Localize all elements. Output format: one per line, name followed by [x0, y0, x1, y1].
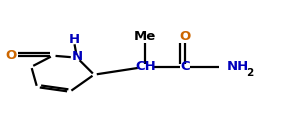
- Text: NH: NH: [227, 60, 249, 73]
- Text: N: N: [71, 50, 83, 64]
- Text: H: H: [68, 33, 80, 47]
- Text: Me: Me: [134, 30, 156, 43]
- Text: O: O: [6, 49, 17, 62]
- Text: O: O: [180, 30, 191, 43]
- Text: 2: 2: [246, 68, 253, 78]
- Text: CH: CH: [135, 60, 156, 73]
- Text: C: C: [180, 60, 190, 73]
